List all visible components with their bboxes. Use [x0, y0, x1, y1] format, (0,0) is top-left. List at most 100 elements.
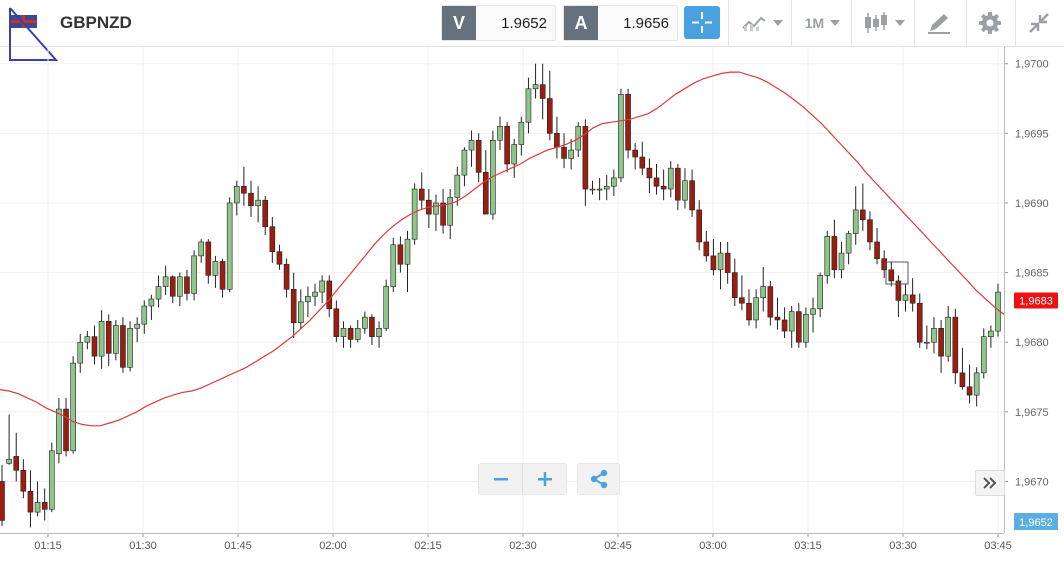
candle-down — [41, 502, 48, 510]
drawing-tools-button[interactable] — [922, 6, 956, 40]
candle-down — [184, 276, 190, 294]
candle-down — [205, 241, 212, 276]
scroll-to-latest-button[interactable] — [975, 470, 1005, 496]
instrument-symbol[interactable]: GBPNZD — [60, 13, 132, 32]
candle-down — [219, 261, 226, 290]
candle-up — [682, 180, 688, 201]
candle-down — [781, 319, 788, 332]
candle-up — [753, 297, 759, 321]
plus-icon — [537, 472, 552, 486]
candle-up — [433, 202, 439, 215]
zoom-out-button[interactable] — [479, 464, 522, 494]
timeframe-label: 1M — [804, 15, 825, 31]
line-chart-button[interactable] — [738, 6, 786, 40]
candle-up — [198, 241, 204, 257]
candle-up — [362, 316, 368, 329]
crosshair-button[interactable] — [684, 6, 720, 39]
chevron-down-icon — [830, 20, 841, 26]
candle-up — [340, 327, 347, 337]
collapse-button[interactable] — [1022, 6, 1056, 40]
x-tick-label: 02:45 — [604, 540, 632, 552]
candle-down — [767, 286, 774, 318]
candle-up — [568, 149, 574, 159]
candle-down — [248, 192, 254, 207]
drawing-tool-icon — [928, 14, 950, 34]
gear-icon — [979, 12, 1001, 34]
candle-down — [675, 167, 681, 201]
candle-down — [639, 156, 646, 169]
candle-up — [34, 502, 41, 513]
candle-down — [724, 252, 731, 273]
candle-down — [625, 94, 631, 151]
share-icon — [590, 469, 607, 489]
zoom-in-button[interactable] — [523, 464, 566, 494]
y-tick-label: 1,9670 — [1015, 476, 1049, 488]
chart-toolbar: GBPNZD V 1.9652 A 1.9656 1M — [0, 0, 1064, 61]
candle-down — [554, 133, 560, 148]
candle-down — [632, 149, 638, 158]
candle-up — [212, 261, 219, 276]
candle-up — [48, 450, 55, 510]
last-price-label: 1,9652 — [1019, 517, 1053, 529]
candle-down — [689, 180, 695, 211]
zoom-controls — [478, 463, 567, 495]
candle-up — [454, 174, 461, 198]
candle-up — [810, 308, 816, 315]
candle-up — [411, 188, 418, 240]
candle-down — [169, 276, 176, 297]
candle-up — [845, 233, 852, 254]
ask-price-box[interactable]: A 1.9656 — [563, 5, 678, 41]
candle-up — [255, 199, 261, 207]
candle-down — [105, 321, 112, 354]
candle-down — [952, 316, 959, 374]
current-price-label: 1,9683 — [1019, 295, 1053, 307]
candle-down — [13, 456, 20, 471]
candle-up — [824, 236, 831, 276]
candle-up — [376, 327, 382, 337]
candle-up — [803, 314, 809, 343]
candle-down — [539, 84, 546, 99]
chart-type-button[interactable] — [860, 6, 908, 40]
candle-up — [141, 305, 148, 325]
candle-down — [867, 219, 873, 243]
candle-up — [354, 327, 361, 340]
candle-up — [305, 295, 311, 303]
line-chart-icon — [742, 16, 766, 31]
candle-up — [760, 286, 767, 298]
candle-up — [596, 188, 603, 191]
selection-box — [885, 261, 909, 285]
candle-up — [127, 327, 133, 368]
candle-up — [56, 408, 62, 454]
y-tick-label: 1,9690 — [1015, 198, 1049, 210]
price-chart[interactable]: 1,9670 1,9675 1,9680 1,9685 1,9690 1,9695 1,97… — [0, 47, 1064, 561]
candle-down — [546, 98, 553, 134]
candle-down — [326, 280, 333, 310]
candle-down — [482, 172, 489, 215]
x-tick-label: 03:30 — [889, 540, 917, 552]
candle-up — [6, 458, 12, 464]
candle-up — [148, 298, 155, 307]
bid-price-box[interactable]: V 1.9652 — [441, 5, 556, 41]
candle-up — [717, 252, 724, 271]
candle-down — [91, 336, 98, 357]
timeframe-selector[interactable]: 1M — [800, 6, 845, 40]
x-tick-label: 02:15 — [414, 540, 442, 552]
settings-button[interactable] — [973, 6, 1007, 40]
ask-value: 1.9656 — [623, 14, 669, 32]
candle-up — [162, 276, 169, 287]
candle-up — [468, 140, 475, 151]
candle-up — [902, 294, 909, 301]
candle-down — [0, 481, 5, 521]
candle-up — [155, 286, 162, 300]
candle-down — [20, 470, 27, 492]
share-button[interactable] — [577, 463, 620, 495]
toolbar-divider — [791, 0, 792, 46]
candle-up — [511, 144, 518, 165]
candle-up — [973, 372, 980, 396]
candle-up — [518, 121, 525, 145]
candle-down — [561, 146, 567, 159]
candle-up — [134, 323, 140, 329]
candle-up — [852, 209, 859, 234]
candle-down — [966, 386, 973, 396]
candle-down — [739, 297, 745, 304]
